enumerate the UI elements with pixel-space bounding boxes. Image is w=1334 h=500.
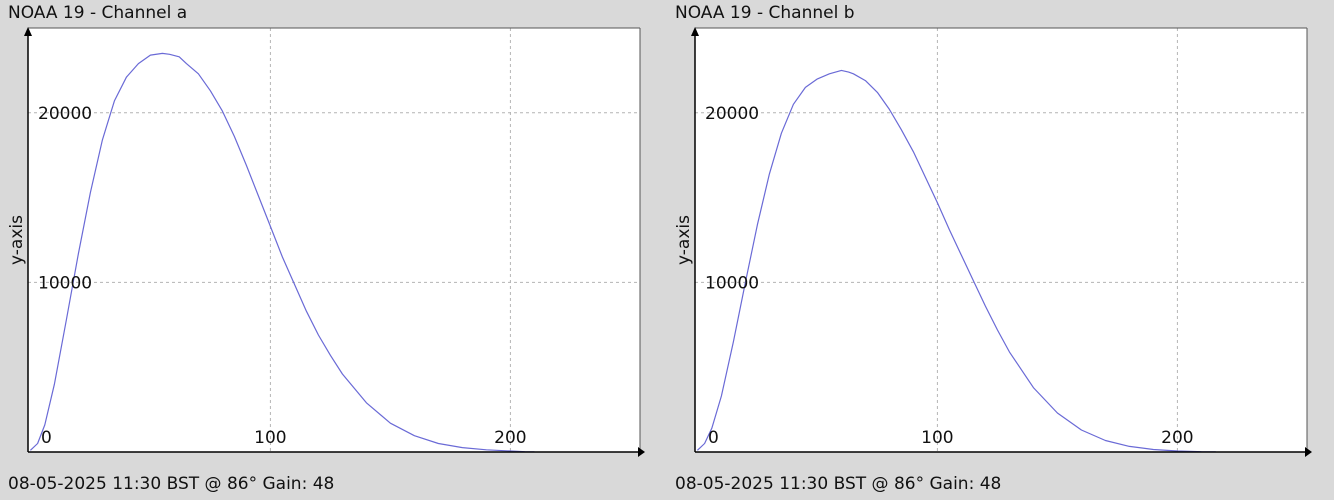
x-tick-label: 100 bbox=[921, 428, 953, 448]
chart-panel-channel-b: NOAA 19 - Channel b 0 100 200 10000 20000 y-a… bbox=[667, 0, 1334, 500]
x-tick-label: 0 bbox=[708, 428, 719, 448]
y-axis-label: y-axis bbox=[674, 215, 694, 265]
y-tick-label: 10000 bbox=[705, 273, 759, 293]
y-axis-arrow-icon bbox=[24, 27, 32, 36]
plot-area bbox=[695, 28, 1307, 452]
x-axis-arrow-icon bbox=[1305, 447, 1312, 457]
chart-channel-a: 0 100 200 10000 20000 y-axis bbox=[7, 27, 645, 457]
chart-channel-b: 0 100 200 10000 20000 y-axis bbox=[674, 27, 1312, 457]
chart-footer-status: 08-05-2025 11:30 BST @ 86° Gain: 48 bbox=[8, 474, 335, 494]
series-line bbox=[29, 52, 535, 453]
x-tick-label: 200 bbox=[494, 428, 526, 448]
y-tick-label: 10000 bbox=[38, 273, 92, 293]
series-line bbox=[696, 69, 1216, 453]
y-axis-arrow-icon bbox=[691, 27, 699, 36]
plot-area bbox=[28, 28, 640, 452]
x-tick-label: 0 bbox=[41, 428, 52, 448]
chart-panel-channel-a: NOAA 19 - Channel a 0 100 200 10000 20000 y-a… bbox=[7, 3, 645, 494]
y-tick-label: 20000 bbox=[38, 104, 92, 124]
x-tick-label: 200 bbox=[1161, 428, 1193, 448]
y-axis-label: y-axis bbox=[7, 215, 27, 265]
x-tick-label: 100 bbox=[254, 428, 286, 448]
y-tick-label: 20000 bbox=[705, 104, 759, 124]
x-axis-arrow-icon bbox=[638, 447, 645, 457]
chart-title: NOAA 19 - Channel b bbox=[675, 3, 855, 23]
chart-title: NOAA 19 - Channel a bbox=[8, 3, 188, 23]
chart-footer-status: 08-05-2025 11:30 BST @ 86° Gain: 48 bbox=[675, 474, 1002, 494]
